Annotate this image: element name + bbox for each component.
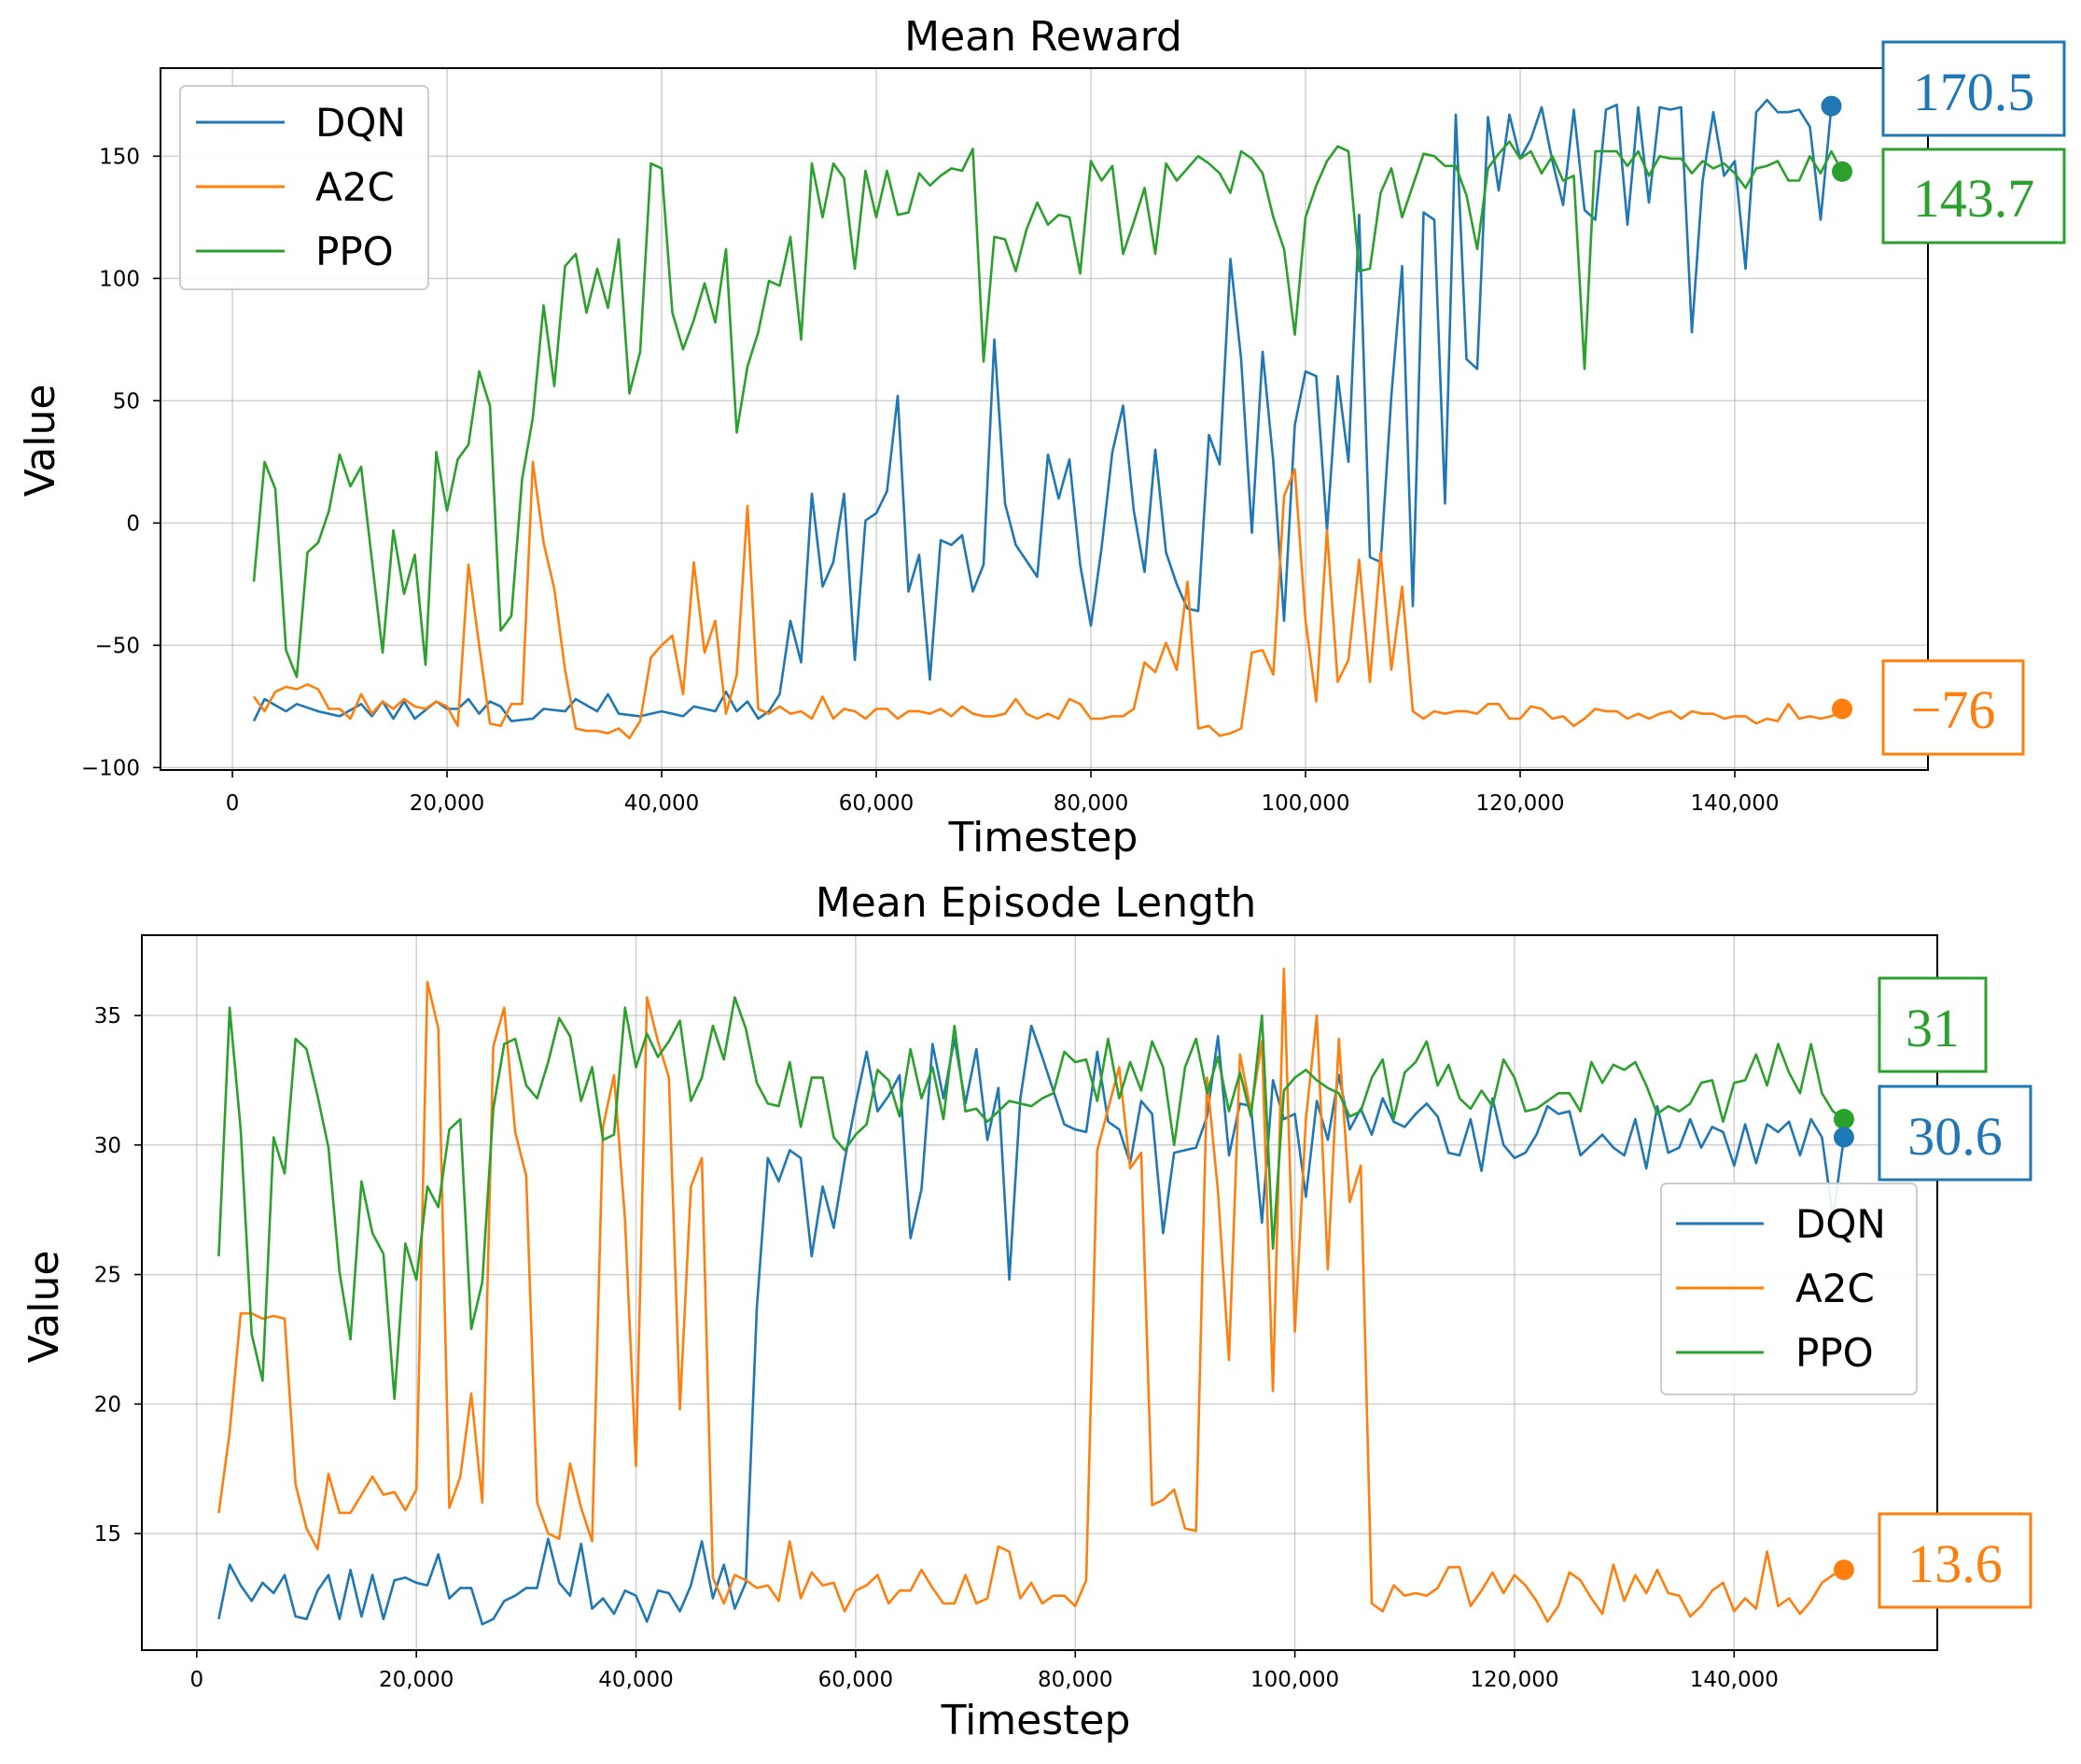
x-axis-label: Timestep <box>948 814 1138 861</box>
legend-label-ppo: PPO <box>1795 1330 1874 1376</box>
series-line-ppo <box>217 996 1845 1401</box>
x-tick-label: 140,000 <box>1690 1668 1779 1692</box>
annotation-dqn: 30.6 <box>1878 1085 2032 1182</box>
annotation-dqn-value: 170.5 <box>1913 62 2035 122</box>
annotation-ppo-value: 31 <box>1906 998 1960 1058</box>
plot-frame <box>141 934 1938 1651</box>
y-tick-labels: −100 −50 0 50 100 150 <box>81 145 140 780</box>
y-axis-label: Value <box>21 1251 68 1364</box>
x-tick-label: 0 <box>190 1668 204 1692</box>
endpoint-marker-ppo <box>1833 1109 1854 1130</box>
x-tick-labels: 0 20,000 40,000 60,000 80,000 100,000 120,000 1… <box>190 1668 1779 1692</box>
x-tick-label: 20,000 <box>379 1668 454 1692</box>
x-tick-label: 80,000 <box>1054 791 1128 816</box>
legend: DQN A2C PPO <box>1660 1183 1918 1395</box>
annotation-ppo: 143.7 <box>1881 147 2066 245</box>
x-axis-label: Timestep <box>941 1697 1131 1744</box>
y-tick-label: 25 <box>94 1264 121 1288</box>
legend-label-dqn: DQN <box>315 100 406 146</box>
x-tick-labels: 0 20,000 40,000 60,000 80,000 100,000 120,000 1… <box>226 791 1780 816</box>
y-tick-label: 35 <box>94 1004 121 1029</box>
series-line-a2c <box>252 460 1843 740</box>
series-line-dqn <box>217 1024 1846 1626</box>
y-tick-label: 150 <box>99 145 140 169</box>
annotation-ppo-value: 143.7 <box>1913 168 2035 229</box>
annotation-a2c: 13.6 <box>1878 1512 2032 1609</box>
y-tick-label: 100 <box>99 267 140 291</box>
legend-label-dqn: DQN <box>1795 1201 1886 1247</box>
endpoint-marker-dqn <box>1821 95 1842 117</box>
x-tick-label: 60,000 <box>818 1668 893 1692</box>
y-axis-label: Value <box>17 385 64 497</box>
x-tick-label: 40,000 <box>598 1668 673 1692</box>
y-tick-label: −100 <box>81 756 140 780</box>
x-tick-label: 0 <box>226 791 240 816</box>
chart-title: Mean Episode Length <box>816 879 1256 927</box>
annotation-a2c-value: 13.6 <box>1907 1533 2003 1594</box>
annotation-a2c-value: −76 <box>1911 679 1996 740</box>
plot-frame <box>160 67 1929 771</box>
x-tick-label: 100,000 <box>1250 1668 1339 1692</box>
x-tick-label: 80,000 <box>1038 1668 1112 1692</box>
series-lines <box>217 967 1846 1626</box>
y-tick-label: 15 <box>94 1522 121 1547</box>
legend-label-a2c: A2C <box>315 164 395 210</box>
series-line-ppo <box>252 140 1844 679</box>
annotation-dqn: 170.5 <box>1881 40 2066 137</box>
x-tick-label: 20,000 <box>410 791 484 816</box>
endpoint-markers <box>1821 95 1853 720</box>
x-tick-label: 60,000 <box>839 791 914 816</box>
y-tick-label: 50 <box>113 389 140 413</box>
series-line-a2c <box>217 967 1845 1623</box>
endpoint-marker-a2c <box>1832 698 1853 720</box>
annotation-dqn-value: 30.6 <box>1907 1106 2003 1167</box>
mean-reward-chart: Mean Reward Value Timestep 0 20,000 40,000… <box>17 13 2066 861</box>
annotation-a2c: −76 <box>1881 659 2025 756</box>
chart-title: Mean Reward <box>904 13 1182 61</box>
grid <box>134 935 1937 1658</box>
x-tick-label: 120,000 <box>1475 791 1564 816</box>
y-tick-label: 30 <box>94 1134 121 1158</box>
legend-label-a2c: A2C <box>1795 1266 1875 1311</box>
annotation-ppo: 31 <box>1878 976 1988 1073</box>
mean-episode-length-chart: Mean Episode Length Value Timestep 0 20,0… <box>21 879 2032 1744</box>
y-tick-labels: 15 20 25 30 35 <box>94 1004 121 1547</box>
endpoint-markers <box>1833 1109 1854 1580</box>
y-tick-label: 20 <box>94 1393 121 1417</box>
legend-label-ppo: PPO <box>315 229 394 274</box>
y-tick-label: 0 <box>126 511 140 536</box>
endpoint-marker-dqn <box>1833 1127 1854 1148</box>
x-tick-label: 100,000 <box>1261 791 1349 816</box>
x-tick-label: 40,000 <box>624 791 699 816</box>
legend: DQN A2C PPO <box>179 85 429 290</box>
x-tick-label: 140,000 <box>1690 791 1779 816</box>
endpoint-marker-ppo <box>1832 161 1853 182</box>
endpoint-marker-a2c <box>1833 1559 1854 1580</box>
y-tick-label: −50 <box>94 634 140 658</box>
series-lines <box>252 98 1844 740</box>
x-tick-label: 120,000 <box>1470 1668 1558 1692</box>
